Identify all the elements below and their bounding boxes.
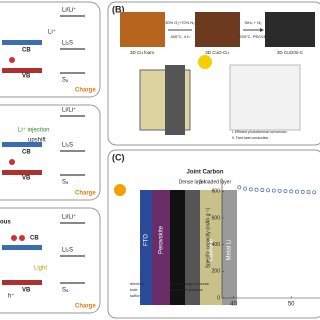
note: II. Fast heat conduction	[232, 136, 268, 140]
panel-frame	[107, 149, 320, 319]
data-point	[283, 189, 288, 194]
legend-entry: discharge process	[170, 287, 202, 292]
fto-label: FTO	[144, 234, 150, 246]
data-point	[312, 190, 317, 195]
data-point	[306, 190, 311, 194]
panel-label: (B)	[112, 4, 125, 14]
injection-label: Li⁺ injection	[18, 127, 50, 134]
hole-label: h⁺	[8, 293, 15, 300]
legend-entry: hole	[130, 287, 138, 292]
y-tick-label: 0	[217, 295, 220, 301]
caption: Charge	[75, 88, 96, 94]
data-point	[294, 189, 299, 194]
cb-label: CB	[22, 150, 31, 156]
caption: Charge	[75, 191, 96, 197]
device-illustration	[114, 184, 237, 305]
panel-label: (C)	[112, 152, 125, 162]
cb-label: CB	[30, 236, 39, 242]
s8-label: S₈	[62, 288, 69, 294]
condition: 30% O₂+70% N₂	[165, 20, 195, 25]
legend-entry: photo-charge process	[170, 281, 209, 286]
data-point	[277, 188, 282, 193]
panel-frame	[107, 1, 320, 146]
y-axis-title: Specific capacity (mAh g⁻¹)	[205, 207, 211, 268]
li-ion: Li⁺	[48, 29, 56, 36]
data-point	[260, 188, 265, 192]
s8-label: S₈	[62, 78, 69, 84]
li-level: Li/Li⁺	[62, 107, 76, 114]
condition: SiH₄ + N₂	[244, 20, 262, 25]
layer-label: S-loaded layer	[199, 179, 232, 185]
vb-label: VB	[22, 176, 31, 182]
joint-label: Joint Carbon	[187, 170, 224, 176]
data-point	[271, 188, 276, 193]
vb-label: VB	[22, 74, 31, 80]
condition: 400°C, 4 h	[171, 34, 190, 39]
light-label: Light	[34, 266, 47, 272]
caption: Charge	[75, 304, 96, 310]
step-label: 3D Cu foam	[130, 50, 154, 55]
data-point	[248, 187, 253, 192]
note: I. Efficient photothermal conversion	[232, 130, 287, 134]
legend-entry: sulfur	[130, 293, 140, 298]
perovskite-label: Perovskite	[159, 225, 165, 254]
data-point	[237, 185, 242, 190]
step-label: 3D CuO/Si-C	[277, 50, 304, 55]
condition: 200°C, PECVD	[239, 34, 266, 39]
cut-label: ous	[0, 220, 11, 226]
upshift-label: upshift	[28, 138, 46, 144]
li-level: Li/Li⁺	[62, 7, 76, 14]
cb-label: CB	[22, 48, 31, 54]
panel-frame	[0, 207, 101, 314]
panel-frame	[0, 104, 101, 201]
y-tick-label: 400	[212, 242, 221, 248]
foam-images	[120, 12, 315, 135]
legend-entry: electron	[130, 281, 144, 286]
li-level: Li/Li⁺	[62, 214, 76, 221]
step-label: 3D CuO-Cu	[205, 50, 229, 55]
cathode-label: Cathode	[209, 238, 215, 261]
data-point	[289, 189, 294, 194]
panel-frame	[0, 1, 101, 98]
x-tick-label: 40	[230, 302, 237, 308]
y-tick-label: 600	[212, 215, 221, 221]
li2s-label: Li₂S	[62, 41, 73, 47]
data-point	[243, 186, 248, 191]
s8-label: S₈	[62, 180, 69, 186]
data-point	[300, 189, 305, 194]
data-point	[266, 188, 271, 193]
li2s-label: Li₂S	[62, 143, 73, 149]
data-point	[254, 187, 259, 192]
li2s-label: Li₂S	[62, 248, 73, 254]
band-diagram	[2, 15, 85, 285]
capacity-plot: 0 200 400 600 800 40 50	[212, 178, 320, 308]
vb-label: VB	[22, 288, 31, 294]
metal-label: Metal Li	[227, 239, 233, 260]
y-tick-label: 800	[212, 189, 221, 195]
layer-label: Dense layer	[179, 179, 206, 185]
x-tick-label: 50	[288, 302, 295, 308]
y-tick-label: 200	[212, 269, 221, 275]
